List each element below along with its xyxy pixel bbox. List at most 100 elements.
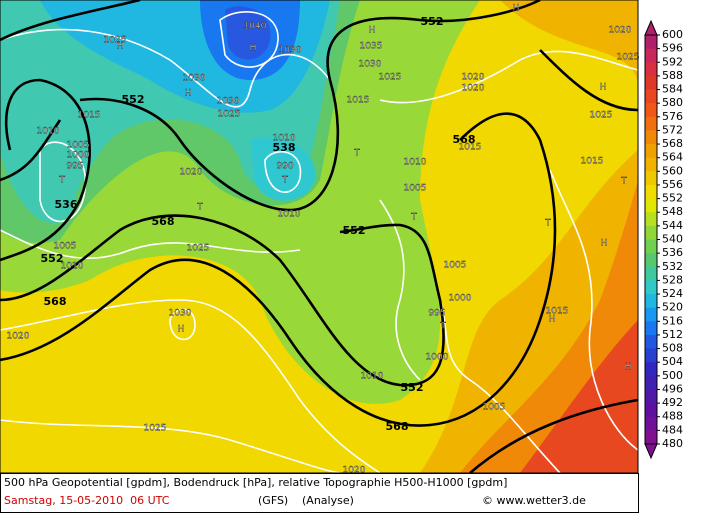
colorbar-segment [645, 307, 657, 322]
colorbar-tick-label: 560 [662, 164, 683, 177]
colorbar-segment [645, 334, 657, 350]
map-label: 1025 [379, 73, 402, 83]
colorbar-segment [645, 89, 657, 104]
colorbar-tick-label: 480 [662, 437, 683, 450]
map-label: H [185, 89, 192, 99]
colorbar-tick-label: 504 [662, 355, 683, 368]
footer-model: (GFS) [258, 494, 288, 507]
colorbar-tick-label: 508 [662, 342, 683, 355]
footer-title: 500 hPa Geopotential [gpdm], Bodendruck … [4, 476, 507, 489]
colorbar-tick-label: 588 [662, 69, 683, 82]
colorbar-tick-label: 576 [662, 110, 683, 123]
map-label: 995 [428, 309, 445, 319]
map-label: 1025 [104, 36, 127, 46]
colorbar-bottom-arrow [644, 443, 658, 460]
map-label: 568 [44, 295, 67, 308]
map-label: H [513, 4, 520, 14]
map-label: T [410, 213, 417, 223]
colorbar-tick-label: 552 [662, 192, 683, 205]
colorbar-tick-label: 564 [662, 151, 683, 164]
colorbar-segment [645, 35, 657, 50]
colorbar-segment [645, 362, 657, 377]
map-label: 1035 [360, 42, 383, 52]
colorbar-top-arrow [644, 19, 658, 36]
footer: 500 hPa Geopotential [gpdm], Bodendruck … [0, 473, 639, 513]
colorbar-tick-label: 512 [662, 328, 683, 341]
map-label: H [625, 363, 632, 373]
map-label: H [250, 44, 257, 54]
colorbar-segment [645, 116, 657, 131]
colorbar-segment [645, 144, 657, 159]
map-label: 1010 [273, 134, 296, 144]
colorbar-segment [645, 348, 657, 363]
map-label: 1000 [449, 294, 472, 304]
map-label: 1015 [459, 143, 482, 153]
map-label: H [117, 42, 124, 52]
map-label: 1025 [590, 111, 613, 121]
colorbar-segment [645, 321, 657, 336]
colorbar-tick-label: 520 [662, 301, 683, 314]
map-label: 995 [66, 162, 83, 172]
colorbar-tick-label: 548 [662, 205, 683, 218]
map-label: T [196, 203, 203, 213]
map-label: 1000 [67, 151, 90, 161]
colorbar-tick-label: 600 [662, 28, 683, 41]
map-label: H [178, 325, 185, 335]
map-label: 1010 [361, 372, 384, 382]
footer-credit: © www.wetter3.de [482, 494, 586, 507]
map-label: 538 [273, 141, 296, 154]
map-label: T [544, 219, 551, 229]
colorbar-tick-label: 544 [662, 219, 683, 232]
map-label: 1015 [546, 307, 569, 317]
colorbar-tick-label: 500 [662, 369, 683, 382]
colorbar-segment [645, 198, 657, 213]
colorbar-segment [645, 389, 657, 404]
colorbar-tick-label: 528 [662, 273, 683, 286]
colorbar-segment [645, 225, 657, 240]
colorbar-tick-label: 524 [662, 287, 683, 300]
colorbar-tick-label: 492 [662, 396, 683, 409]
colorbar-segment [645, 103, 657, 118]
map-label: 1030 [217, 97, 240, 107]
map-label: 568 [386, 420, 409, 433]
map-label: 1010 [37, 127, 60, 137]
map-label: 1010 [278, 210, 301, 220]
colorbar-segment [645, 253, 657, 268]
map-label: 536 [55, 198, 78, 211]
colorbar-tick-label: 488 [662, 410, 683, 423]
colorbar-segment [645, 239, 657, 254]
map-label: 552 [401, 381, 424, 394]
map-label: 1030 [359, 60, 382, 70]
map-label: 1005 [67, 141, 90, 151]
colorbar-tick-label: 572 [662, 123, 683, 136]
colorbar-tick-label: 580 [662, 96, 683, 109]
map-label: 1005 [483, 403, 506, 413]
colorbar-segment [645, 294, 657, 309]
map-label: 1020 [462, 73, 485, 83]
colorbar-segment [645, 184, 657, 200]
colorbar-segment [645, 375, 657, 390]
map-label: T [353, 149, 360, 159]
map-label: 1010 [404, 158, 427, 168]
colorbar-segment [645, 266, 657, 281]
map-label: 1015 [78, 111, 101, 121]
map-label: H [549, 315, 556, 325]
map-label: 1005 [404, 184, 427, 194]
map-label: 568 [152, 215, 175, 228]
colorbar-tick-label: 556 [662, 178, 683, 191]
colorbar-tick-label: 568 [662, 137, 683, 150]
footer-date: Samstag, 15-05-2010 06 UTC [4, 494, 170, 507]
map-label: 1015 [581, 157, 604, 167]
colorbar-segment [645, 430, 657, 445]
map-label: 552 [41, 252, 64, 265]
colorbar-tick-label: 540 [662, 233, 683, 246]
colorbar-segment [645, 280, 657, 295]
map-label: 1025 [187, 244, 210, 254]
map-label: T [281, 176, 288, 186]
map-label: 1010 [61, 262, 84, 272]
map-label: 1005 [54, 242, 77, 252]
contours [0, 0, 639, 474]
map-label: 1020 [343, 466, 366, 476]
